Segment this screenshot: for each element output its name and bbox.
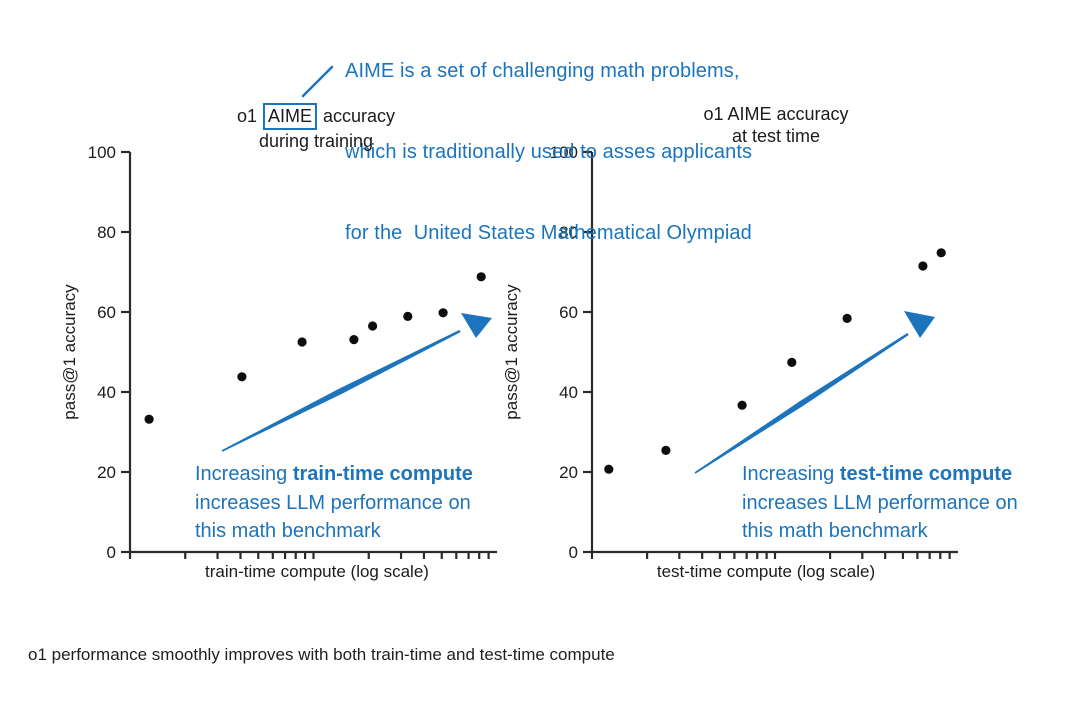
- scatter-point: [297, 337, 307, 347]
- left-callout-bold: train-time compute: [292, 463, 473, 485]
- left-chart-title-line1: o1 AIME accuracy: [237, 103, 395, 130]
- right-callout-line2: increases LLM performance on: [742, 491, 1018, 514]
- note-connector-line: [301, 65, 334, 98]
- right-callout-line3: this math benchmark: [742, 520, 928, 542]
- y-tick-label: 0: [569, 543, 578, 562]
- scatter-point: [144, 414, 154, 424]
- right-chart-title-line1: o1 AIME accuracy: [703, 104, 849, 124]
- left-callout: Increasing train-time compute increases …: [195, 460, 473, 546]
- scatter-point: [787, 357, 797, 367]
- right-x-axis-label: test-time compute (log scale): [656, 562, 876, 581]
- left-callout-line3: this math benchmark: [195, 520, 381, 542]
- left-x-axis-label: train-time compute (log scale): [205, 562, 429, 581]
- right-callout: Increasing test-time compute increases L…: [742, 460, 1018, 546]
- left-chart-title-line2: during training: [258, 131, 374, 151]
- bottom-caption: o1 performance smoothly improves with bo…: [28, 645, 615, 664]
- y-tick-label: 20: [97, 463, 116, 482]
- scatter-point: [918, 261, 928, 271]
- trend-arrow-shaft: [694, 333, 909, 474]
- scatter-point: [237, 372, 247, 382]
- y-tick-label: 100: [550, 143, 578, 162]
- y-tick-label: 60: [559, 303, 578, 322]
- scatter-point: [842, 313, 852, 323]
- scatter-point: [476, 272, 486, 282]
- y-tick-label: 80: [559, 223, 578, 242]
- scatter-point: [368, 321, 378, 331]
- scatter-point: [737, 400, 747, 410]
- aime-highlight-box: AIME: [262, 103, 318, 130]
- scatter-point: [349, 335, 359, 345]
- aime-definition-note: AIME is a set of challenging math proble…: [345, 4, 752, 301]
- left-callout-line1: Increasing train-time compute: [195, 460, 473, 489]
- right-callout-bold: test-time compute: [839, 463, 1013, 485]
- scatter-point: [438, 308, 448, 318]
- right-y-axis-label: pass@1 accuracy: [502, 284, 521, 420]
- trend-arrow-shaft: [221, 329, 461, 452]
- left-callout-line2: increases LLM performance on: [195, 491, 471, 514]
- right-chart-title-line2: at test time: [731, 126, 821, 146]
- scatter-point: [936, 248, 946, 258]
- trend-arrow-head: [904, 311, 935, 338]
- scatter-point: [604, 464, 614, 474]
- scatter-point: [403, 311, 413, 321]
- y-tick-label: 100: [88, 143, 116, 162]
- right-callout-line1: Increasing test-time compute: [742, 460, 1018, 489]
- left-title-prefix: o1: [236, 106, 262, 126]
- left-y-axis-label: pass@1 accuracy: [60, 284, 79, 420]
- aime-note-line3: for the United States Mathematical Olymp…: [345, 222, 752, 244]
- left-callout-lead: Increasing: [195, 463, 293, 485]
- y-tick-label: 40: [559, 383, 578, 402]
- left-chart-title: o1 AIME accuracy during training: [237, 103, 395, 152]
- trend-arrow-head: [461, 313, 492, 338]
- y-tick-label: 0: [107, 543, 116, 562]
- scatter-point: [661, 445, 671, 455]
- y-tick-label: 60: [97, 303, 116, 322]
- aime-note-line2: which is traditionally used to asses app…: [345, 141, 753, 163]
- y-tick-label: 20: [559, 463, 578, 482]
- y-tick-label: 40: [97, 383, 116, 402]
- right-chart-title: o1 AIME accuracy at test time: [703, 103, 848, 147]
- right-callout-lead: Increasing: [742, 463, 840, 485]
- y-tick-label: 80: [97, 223, 116, 242]
- aime-note-line1: AIME is a set of challenging math proble…: [345, 60, 740, 82]
- left-title-suffix: accuracy: [318, 106, 396, 126]
